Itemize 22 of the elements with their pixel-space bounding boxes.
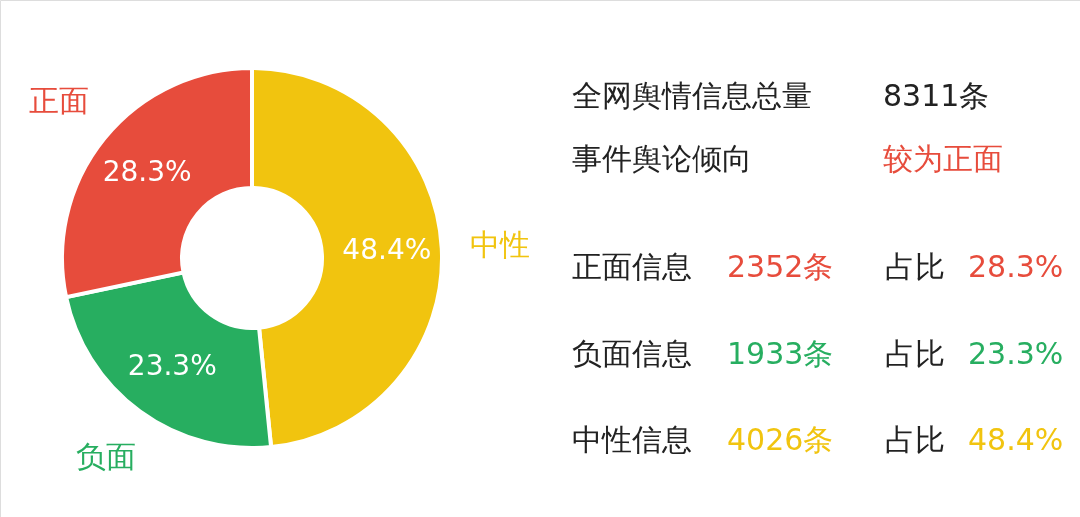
- data-label: 23.3%: [127, 348, 217, 382]
- text: 4026条: [727, 422, 834, 457]
- text: 事件舆论倾向: [572, 141, 752, 176]
- text: 占比: [885, 422, 945, 457]
- text: 中性信息: [572, 422, 692, 457]
- slice-label: 负面: [75, 439, 136, 475]
- data-label: 28.3%: [102, 154, 192, 188]
- text: 全网舆情信息总量: [572, 78, 812, 113]
- text: 8311条: [883, 78, 990, 113]
- text: 占比: [885, 336, 945, 371]
- text: 1933条: [727, 336, 834, 371]
- text: 28.3%: [968, 249, 1064, 284]
- text: 负面信息: [572, 336, 692, 371]
- text: 正面信息: [572, 249, 692, 284]
- data-label: 48.4%: [342, 233, 432, 267]
- text: 23.3%: [968, 336, 1064, 371]
- text: 占比: [885, 249, 945, 284]
- text: 2352条: [727, 249, 834, 284]
- slice-label: 正面: [29, 82, 90, 118]
- text: 48.4%: [968, 422, 1064, 457]
- text: 较为正面: [883, 141, 1003, 176]
- slice-label: 中性: [469, 226, 530, 262]
